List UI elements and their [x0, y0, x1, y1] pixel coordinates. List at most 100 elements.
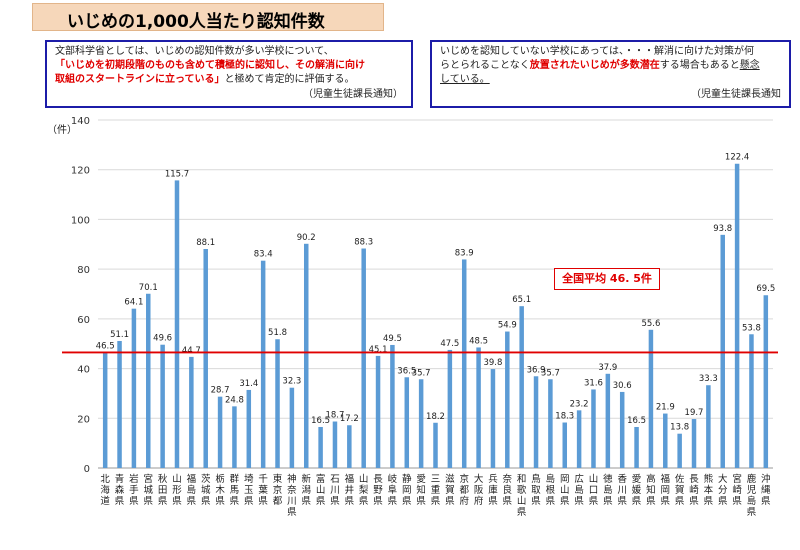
bar — [490, 369, 496, 468]
data-label: 88.3 — [354, 238, 373, 248]
data-label: 83.4 — [254, 250, 273, 260]
bar — [648, 329, 654, 468]
x-tick-label: 沖縄県 — [761, 473, 771, 507]
data-label: 36.5 — [397, 366, 416, 376]
bar — [260, 260, 266, 468]
data-label: 24.8 — [225, 395, 244, 405]
bar — [303, 243, 309, 468]
x-tick-label: 兵庫県 — [488, 473, 498, 507]
x-tick-label: 和歌山県 — [517, 474, 527, 518]
data-label: 32.3 — [282, 377, 301, 387]
data-label: 51.1 — [110, 330, 129, 340]
data-label: 23.2 — [570, 399, 589, 409]
data-label: 122.4 — [725, 153, 749, 163]
x-tick-label: 京都府 — [459, 473, 469, 507]
x-tick-label: 山梨県 — [359, 474, 369, 507]
data-label: 45.1 — [369, 345, 388, 355]
x-tick-label: 広島県 — [574, 473, 584, 507]
bar — [289, 387, 295, 468]
bar — [361, 248, 366, 468]
data-label: 70.1 — [139, 283, 158, 293]
x-tick-label: 東京都 — [273, 473, 283, 507]
x-tick-label: 長野県 — [373, 474, 383, 507]
data-label: 115.7 — [165, 169, 189, 179]
x-tick-label: 愛媛県 — [632, 473, 642, 507]
x-tick-label: 神奈川県 — [287, 473, 297, 518]
bar — [562, 422, 568, 468]
x-tick-label: 栃木県 — [215, 473, 225, 507]
data-label: 64.1 — [124, 298, 143, 308]
bar — [347, 425, 352, 468]
bar — [390, 344, 395, 468]
x-tick-label: 滋賀県 — [445, 473, 455, 507]
bar — [720, 234, 725, 468]
data-label: 33.3 — [699, 374, 718, 384]
x-tick-label: 長崎県 — [689, 474, 699, 507]
bar — [131, 308, 137, 468]
x-tick-label: 大阪府 — [474, 473, 484, 507]
data-label: 16.5 — [311, 416, 330, 426]
x-tick-label: 新潟県 — [301, 473, 311, 507]
x-tick-label: 愛知県 — [416, 473, 426, 507]
x-tick-label: 島根県 — [546, 473, 556, 507]
data-label: 18.2 — [426, 412, 445, 422]
bar — [418, 379, 424, 468]
data-label: 35.7 — [541, 368, 560, 378]
x-tick-label: 鳥取県 — [531, 473, 541, 507]
data-label: 17.2 — [340, 414, 359, 424]
x-tick-label: 山形県 — [172, 474, 182, 507]
data-label: 69.5 — [756, 284, 775, 294]
x-tick-label: 群馬県 — [230, 473, 240, 507]
data-label: 83.9 — [455, 248, 474, 258]
bar — [533, 376, 539, 468]
x-tick-label: 熊本県 — [704, 473, 714, 507]
x-tick-label: 福岡県 — [661, 473, 671, 507]
data-label: 16.5 — [627, 416, 646, 426]
note-left-line3-red: 取組のスタートラインに立っている」 — [55, 74, 225, 85]
note-box-left: 文部科学省としては、いじめの認知件数が多い学校について、 「いじめを初期段階のも… — [45, 40, 413, 108]
data-label: 21.9 — [656, 403, 675, 413]
x-tick-label: 福島県 — [187, 473, 197, 507]
x-tick-label: 石川県 — [330, 474, 340, 507]
title-banner: いじめの1,000人当たり認知件数 — [32, 3, 384, 32]
note-left-line3-rest: と極めて肯定的に評価する。 — [224, 74, 355, 85]
bar — [203, 249, 208, 468]
note-right-line2-underline: 懸念 — [739, 60, 760, 71]
x-tick-label: 茨城県 — [201, 473, 211, 507]
bar — [763, 295, 769, 468]
bar — [461, 259, 467, 468]
x-tick-label: 香川県 — [617, 474, 627, 507]
x-tick-label: 千葉県 — [258, 474, 268, 507]
x-tick-label: 大分県 — [718, 473, 728, 507]
data-label: 49.5 — [383, 334, 402, 344]
y-tick-label: 20 — [77, 414, 90, 425]
y-tick-label: 80 — [77, 265, 90, 276]
x-tick-label: 三重県 — [431, 474, 441, 507]
x-tick-label: 徳島県 — [603, 473, 613, 507]
data-label: 48.5 — [469, 336, 488, 346]
note-right-line2a: らとられることなく — [440, 60, 530, 71]
data-label: 46.5 — [96, 341, 115, 351]
x-tick-label: 鹿児島県 — [747, 473, 757, 518]
x-tick-label: 岐阜県 — [388, 473, 398, 507]
note-right-line2-red: 放置されたいじめが多数潜在 — [529, 60, 660, 71]
note-right-line3: している。 — [440, 74, 490, 85]
bar — [663, 413, 668, 468]
data-label: 54.9 — [498, 321, 517, 331]
average-label: 全国平均 46. 5件 — [554, 268, 660, 290]
x-tick-label: 青森県 — [115, 473, 125, 507]
data-label: 18.7 — [325, 411, 344, 421]
y-tick-label: 60 — [77, 315, 90, 326]
y-tick-label: 120 — [71, 166, 90, 177]
bar — [375, 355, 381, 468]
bar — [634, 426, 639, 468]
data-label: 55.6 — [641, 319, 660, 329]
bar — [749, 334, 754, 468]
bar — [217, 396, 223, 468]
x-tick-label: 富山県 — [316, 473, 326, 507]
data-label: 51.8 — [268, 328, 287, 338]
data-label: 44.7 — [182, 346, 201, 356]
bar — [102, 352, 108, 468]
bar — [404, 377, 410, 468]
bar — [706, 385, 711, 468]
